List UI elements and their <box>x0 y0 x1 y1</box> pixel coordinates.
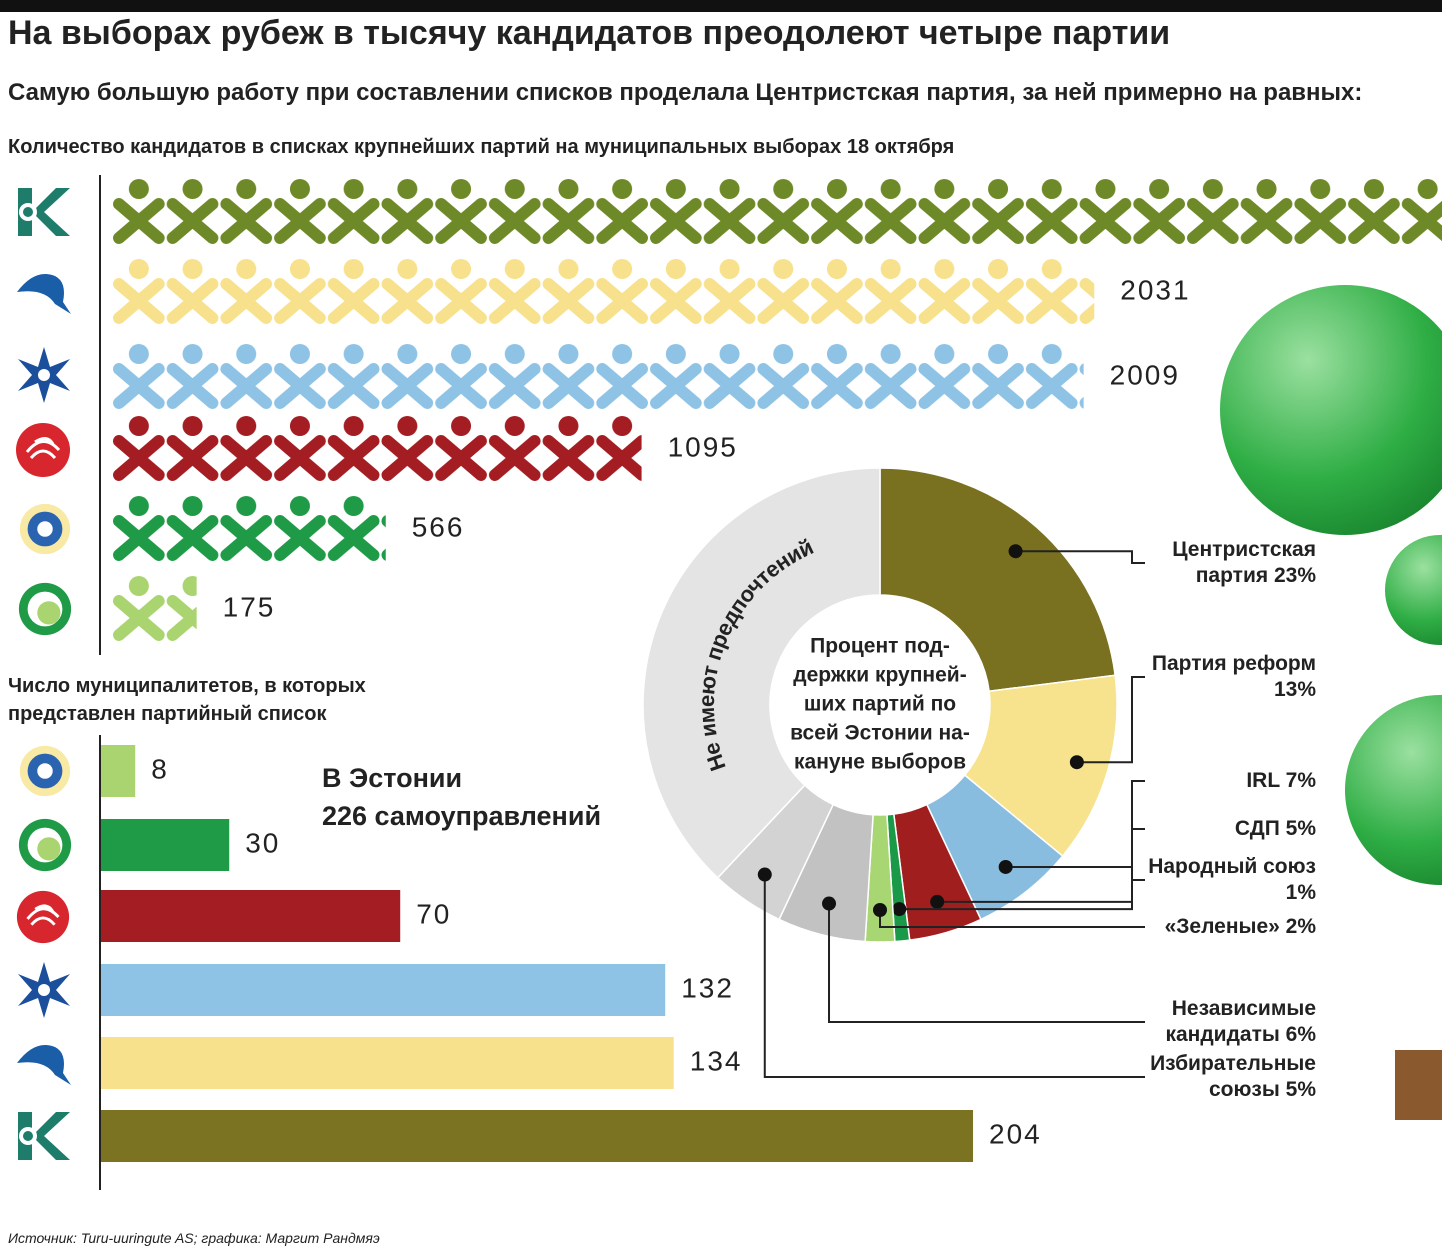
leader-dot <box>930 894 945 909</box>
slice-name: «Зеленые» <box>1164 915 1280 938</box>
slice-label: IRL 7% <box>1146 768 1316 794</box>
value-label: 2031 <box>1120 274 1190 305</box>
headline: На выборах рубеж в тысячу кандидатов пре… <box>8 14 1171 52</box>
center-text: держки крупней- <box>793 664 966 687</box>
pictograph-bar <box>112 415 642 483</box>
top-bar <box>0 0 1442 12</box>
pictograph-bar <box>112 575 197 643</box>
slice-label: Центристская партия 23% <box>1146 537 1316 589</box>
value-label: 8 <box>151 753 169 784</box>
bar <box>101 1110 973 1162</box>
value-label: 134 <box>690 1045 743 1076</box>
slice-value: 7% <box>1285 769 1316 792</box>
center-text: кануне выборов <box>794 751 966 774</box>
donut-slice <box>879 467 1116 693</box>
leader-dot <box>757 867 772 882</box>
slice-name: СДП <box>1234 817 1280 840</box>
leader-dot <box>822 896 837 911</box>
bar <box>101 819 230 871</box>
value-label: 70 <box>416 898 451 929</box>
slice-label: СДП 5% <box>1146 816 1316 842</box>
pictograph-bar <box>112 495 386 563</box>
slice-value: 13% <box>1273 678 1316 701</box>
chart-title: Количество кандидатов в списках крупнейш… <box>8 136 955 158</box>
leader-line <box>899 879 1145 911</box>
pictograph-bar <box>112 178 1442 246</box>
bar <box>101 1037 674 1089</box>
slice-label: Партия реформ 13% <box>1146 651 1316 703</box>
slice-label: Независимые кандидаты 6% <box>1146 996 1316 1048</box>
slice-name: IRL <box>1246 769 1280 792</box>
leader-line <box>828 903 1145 1023</box>
donut-slice <box>963 674 1118 858</box>
slice-label: Избирательные союзы 5% <box>1146 1051 1316 1103</box>
annotation: 226 самоуправлений <box>322 801 601 831</box>
slice-name: Независимые кандидаты <box>1165 997 1316 1046</box>
slice-name: Партия реформ <box>1151 652 1316 675</box>
slice-name: Народный союз <box>1148 855 1316 878</box>
leader-dot <box>998 859 1013 874</box>
center-text: всей Эстонии на- <box>790 722 970 745</box>
value-label: 2009 <box>1110 359 1180 390</box>
pictograph-bar <box>112 343 1084 411</box>
slice-label: «Зеленые» 2% <box>1146 914 1316 940</box>
leader-dot <box>1069 755 1084 770</box>
value-label: 566 <box>412 511 465 542</box>
slice-value: 6% <box>1285 1023 1316 1046</box>
leader-line <box>937 828 1145 903</box>
bar <box>101 890 401 942</box>
leader-dot <box>1008 544 1023 559</box>
subtitle: Самую большую работу при составлении спи… <box>8 79 1363 106</box>
center-text: Процент под- <box>810 635 950 658</box>
leader-dot <box>892 902 907 917</box>
value-label: 204 <box>989 1118 1042 1149</box>
slice-name: Центристская партия <box>1172 538 1316 587</box>
value-label: 175 <box>223 591 276 622</box>
leader-dot <box>873 903 887 917</box>
source: Источник: Turu-uuringute AS; графика: Ма… <box>8 1230 380 1246</box>
value-label: 30 <box>245 827 280 858</box>
value-label: 1095 <box>668 431 738 462</box>
slice-value: 1% <box>1285 881 1316 904</box>
pictograph-bar <box>112 258 1095 326</box>
slice-value: 5% <box>1285 817 1316 840</box>
annotation: В Эстонии <box>322 763 462 793</box>
leader-line <box>1076 676 1145 764</box>
slice-value: 2% <box>1285 915 1316 938</box>
slice-value: 23% <box>1273 564 1316 587</box>
slice-value: 5% <box>1285 1078 1316 1101</box>
center-text: ших партий по <box>804 693 956 716</box>
leader-line <box>1015 550 1145 564</box>
value-label: 132 <box>681 972 734 1003</box>
bar <box>101 745 136 797</box>
leader-line <box>1005 780 1145 868</box>
chart-title: Число муниципалитетов, в которых предста… <box>8 675 366 725</box>
slice-name: Избирательные союзы <box>1150 1052 1316 1101</box>
bar <box>101 964 666 1016</box>
leader-line <box>763 874 1145 1078</box>
balloons <box>1220 285 1442 1120</box>
donut-slice <box>642 467 881 879</box>
slice-label: Народный союз 1% <box>1146 854 1316 906</box>
